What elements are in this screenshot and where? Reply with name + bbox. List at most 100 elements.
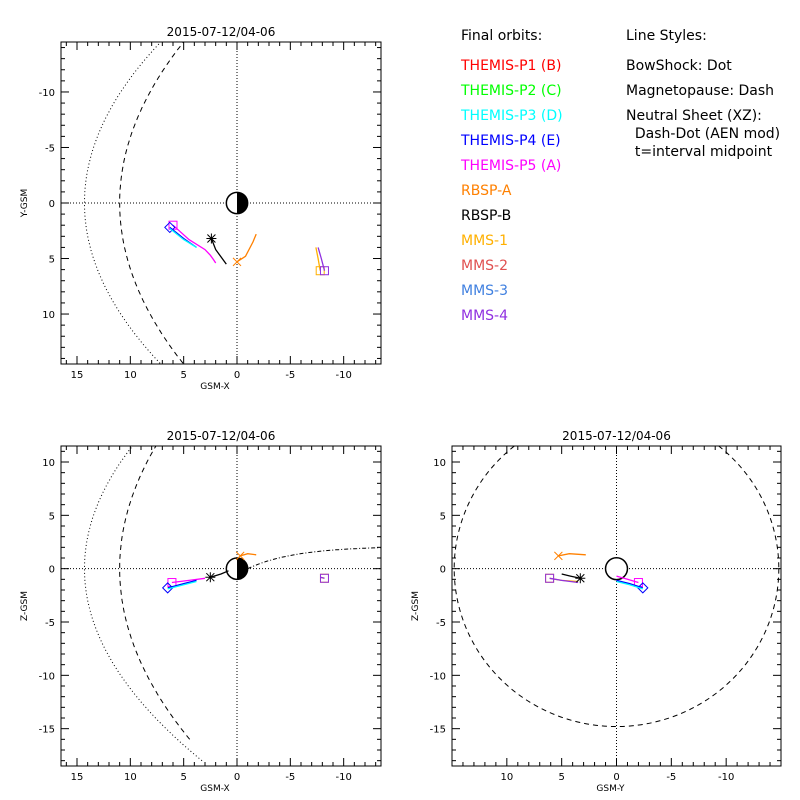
y-axis-label: Y-GSM: [20, 189, 30, 218]
y-tick-label: -5: [436, 618, 446, 629]
diamond-marker: [164, 221, 176, 234]
y-tick-label: 0: [49, 565, 55, 576]
diamond-marker: [637, 582, 649, 594]
x-tick-label: 0: [234, 772, 240, 783]
orbit-trace: [171, 577, 206, 584]
magnetopause-line: [119, 42, 185, 364]
legend-item: THEMIS-P2 (C): [461, 83, 562, 99]
x-tick-label: 10: [124, 772, 137, 783]
square-marker: [545, 573, 555, 583]
orbit-trace: [167, 579, 197, 589]
orbit-trace: [167, 580, 197, 590]
y-tick-label: 5: [440, 511, 446, 522]
line-style-text: Neutral Sheet (XZ):: [626, 108, 762, 124]
legend-header: Final orbits:: [461, 28, 543, 44]
square-marker: [319, 266, 329, 276]
bow-shock-line: [84, 42, 162, 364]
y-tick-label: -15: [39, 725, 55, 736]
x-marker: [554, 551, 563, 561]
y-axis-label: Z-GSM: [411, 591, 421, 621]
x-tick-label: 10: [500, 772, 513, 783]
x-tick-label: -10: [718, 772, 734, 783]
earth-night-icon: [237, 192, 248, 214]
square-marker: [319, 573, 329, 583]
x-tick-label: 0: [613, 772, 619, 783]
star-marker: [206, 233, 217, 244]
orbit-trace: [210, 570, 229, 578]
orbit-trace: [616, 579, 644, 589]
line-style-text: Magnetopause: Dash: [626, 83, 775, 99]
x-axis-label: GSM-X: [200, 784, 229, 794]
x-tick-label: -5: [285, 772, 295, 783]
y-tick-label: 10: [433, 458, 446, 469]
x-tick-label: 5: [558, 772, 564, 783]
y-tick-label: -5: [45, 143, 55, 154]
y-tick-label: 10: [42, 458, 55, 469]
legend-item: MMS-3: [461, 283, 509, 299]
orbit-trace: [169, 227, 197, 248]
yz-panel: 10 5 0 -5 -10 10 5 0 -5 -10 -15 2015-07-12/04-06 GSM…: [411, 429, 782, 794]
plot-frame: [60, 445, 382, 767]
y-tick-label: 0: [49, 199, 55, 210]
neutral-sheet-line: [247, 547, 381, 570]
orbit-trace: [240, 553, 257, 557]
y-axis-label: Z-GSM: [20, 591, 30, 621]
orbit-trace: [210, 238, 227, 265]
line-style-text: BowShock: Dot: [626, 58, 732, 74]
line-style-text: Dash-Dot (AEN mod): [626, 126, 781, 142]
earth-icon: [604, 556, 629, 581]
chart-title: 2015-07-12/04-06: [167, 25, 276, 39]
y-tick-label: 10: [42, 310, 55, 321]
orbit-trace: [558, 553, 586, 557]
star-marker: [575, 573, 586, 584]
y-tick-label: -10: [430, 671, 446, 682]
x-tick-label: 15: [71, 370, 84, 381]
x-tick-label: 15: [71, 772, 84, 783]
legend-item: MMS-1: [461, 233, 509, 249]
line-style-text: t=interval midpoint: [626, 144, 773, 160]
diamond-marker: [161, 582, 174, 594]
line-styles-header: Line Styles:: [626, 28, 707, 44]
plot-area: [61, 446, 381, 766]
chart-title: 2015-07-12/04-06: [562, 429, 671, 443]
legend-item: THEMIS-P3 (D): [461, 108, 563, 124]
plot-area: [452, 446, 781, 766]
magnetopause-line: [119, 446, 191, 740]
x-tick-label: -5: [666, 772, 676, 783]
chart-title: 2015-07-12/04-06: [167, 429, 276, 443]
legend-item: THEMIS-P5 (A): [461, 158, 562, 174]
orbit-trace: [616, 580, 643, 590]
x-tick-label: 0: [234, 370, 240, 381]
x-marker: [235, 551, 245, 561]
x-tick-label: -10: [335, 370, 351, 381]
bow-shock-line: [84, 446, 203, 762]
x-marker: [232, 257, 242, 267]
y-tick-label: -10: [39, 88, 55, 99]
y-tick-label: -15: [430, 725, 446, 736]
legend-item: MMS-2: [461, 258, 509, 274]
legend-item: THEMIS-P1 (B): [461, 58, 562, 74]
star-marker: [205, 572, 216, 583]
legend-item: RBSP-B: [461, 208, 512, 224]
legend-item: THEMIS-P4 (E): [461, 133, 561, 149]
earth-night-icon: [237, 558, 248, 580]
x-tick-label: -10: [335, 772, 351, 783]
xy-panel: 15 10 5 0 -5 -10 -10 -5 0 5 10 2015-07-12/04-06 GSM-…: [20, 25, 382, 392]
y-tick-label: 0: [440, 565, 446, 576]
y-tick-label: 5: [49, 255, 55, 266]
x-axis-label: GSM-Y: [596, 784, 625, 794]
y-tick-label: 5: [49, 511, 55, 522]
x-tick-label: -5: [285, 370, 295, 381]
legend-item: MMS-4: [461, 308, 509, 324]
x-tick-label: 5: [180, 370, 186, 381]
y-tick-label: -10: [39, 671, 55, 682]
orbit-trace: [561, 573, 581, 579]
xz-panel: 15 10 5 0 -5 -10 10 5 0 -5 -10 -15 2015-07-12/04-06 G…: [20, 429, 382, 794]
x-tick-label: 10: [124, 370, 137, 381]
y-tick-label: -5: [45, 618, 55, 629]
orbit-trace: [236, 233, 257, 263]
orbit-trace: [172, 224, 217, 264]
legend-item: RBSP-A: [461, 183, 512, 199]
plot-area: [61, 42, 381, 364]
